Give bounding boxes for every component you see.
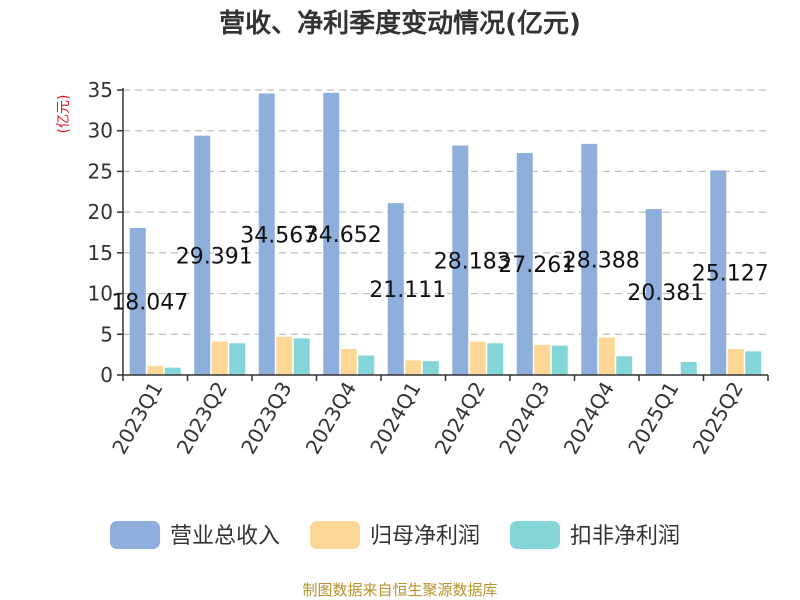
bar [710, 170, 727, 375]
y-axis-unit: (亿元) [56, 95, 72, 134]
bar [211, 341, 228, 375]
x-tick-label: 2025Q1 [623, 378, 683, 459]
legend-swatch [510, 521, 560, 549]
data-label: 18.047 [111, 291, 188, 316]
bar [516, 153, 533, 375]
chart-title: 营收、净利季度变动情况(亿元) [219, 8, 581, 39]
bar [598, 337, 615, 375]
bar [340, 348, 357, 375]
bar [680, 361, 697, 375]
bar [745, 351, 762, 375]
x-tick-label: 2024Q4 [559, 378, 619, 459]
bar [422, 361, 439, 375]
bar [469, 341, 486, 375]
data-label: 34.567 [240, 223, 317, 248]
x-tick-label: 2025Q2 [688, 378, 748, 459]
bar [405, 360, 422, 375]
bar [616, 356, 633, 375]
data-label: 27.261 [498, 253, 575, 278]
bar [387, 203, 404, 375]
data-label: 28.183 [434, 249, 511, 274]
data-label: 25.127 [692, 262, 769, 287]
bar [194, 135, 211, 375]
bar [358, 355, 375, 375]
bar [129, 228, 146, 375]
bar [164, 367, 181, 375]
y-tick-label: 10 [88, 282, 113, 306]
bar [276, 336, 293, 375]
legend-item[interactable]: 营业总收入 [110, 521, 280, 549]
data-label: 28.388 [563, 248, 640, 273]
y-tick-label: 5 [100, 322, 113, 346]
legend-item[interactable]: 归母净利润 [310, 521, 480, 549]
bar [293, 338, 310, 375]
y-tick-label: 35 [88, 78, 113, 102]
x-tick-label: 2023Q3 [236, 378, 296, 459]
x-tick-label: 2023Q4 [301, 378, 361, 459]
bar [534, 344, 551, 375]
data-label: 21.111 [369, 278, 446, 303]
legend-swatch [310, 521, 360, 549]
bars [129, 92, 762, 376]
x-tick-label: 2024Q3 [494, 378, 554, 459]
x-tick-label: 2023Q2 [172, 378, 232, 459]
bar [645, 209, 662, 375]
bar [452, 145, 469, 375]
y-tick-label: 0 [100, 363, 113, 387]
bar [258, 93, 275, 376]
source-note: 制图数据来自恒生聚源数据库 [302, 581, 497, 599]
y-tick-label: 15 [88, 241, 113, 265]
y-tick-label: 25 [88, 159, 113, 183]
bar [323, 92, 340, 376]
bar [551, 345, 568, 375]
data-label: 29.391 [176, 244, 253, 269]
x-tick-label: 2024Q1 [365, 378, 425, 459]
legend-label: 扣非净利润 [570, 524, 680, 549]
legend-item[interactable]: 扣非净利润 [510, 521, 680, 549]
x-tick-label: 2023Q1 [107, 378, 167, 459]
y-tick-label: 30 [88, 119, 113, 143]
bar [727, 348, 744, 375]
legend-label: 归母净利润 [370, 524, 480, 549]
legend-swatch [110, 521, 160, 549]
bar [487, 343, 504, 375]
y-tick-label: 20 [88, 200, 113, 224]
data-label: 20.381 [627, 281, 704, 306]
bar [581, 143, 598, 375]
bar [147, 366, 164, 375]
x-tick-label: 2024Q2 [430, 378, 490, 459]
legend-label: 营业总收入 [170, 524, 280, 549]
data-label: 34.652 [305, 223, 382, 248]
legend[interactable]: 营业总收入 归母净利润 扣非净利润 [110, 521, 680, 549]
bar [229, 343, 246, 375]
